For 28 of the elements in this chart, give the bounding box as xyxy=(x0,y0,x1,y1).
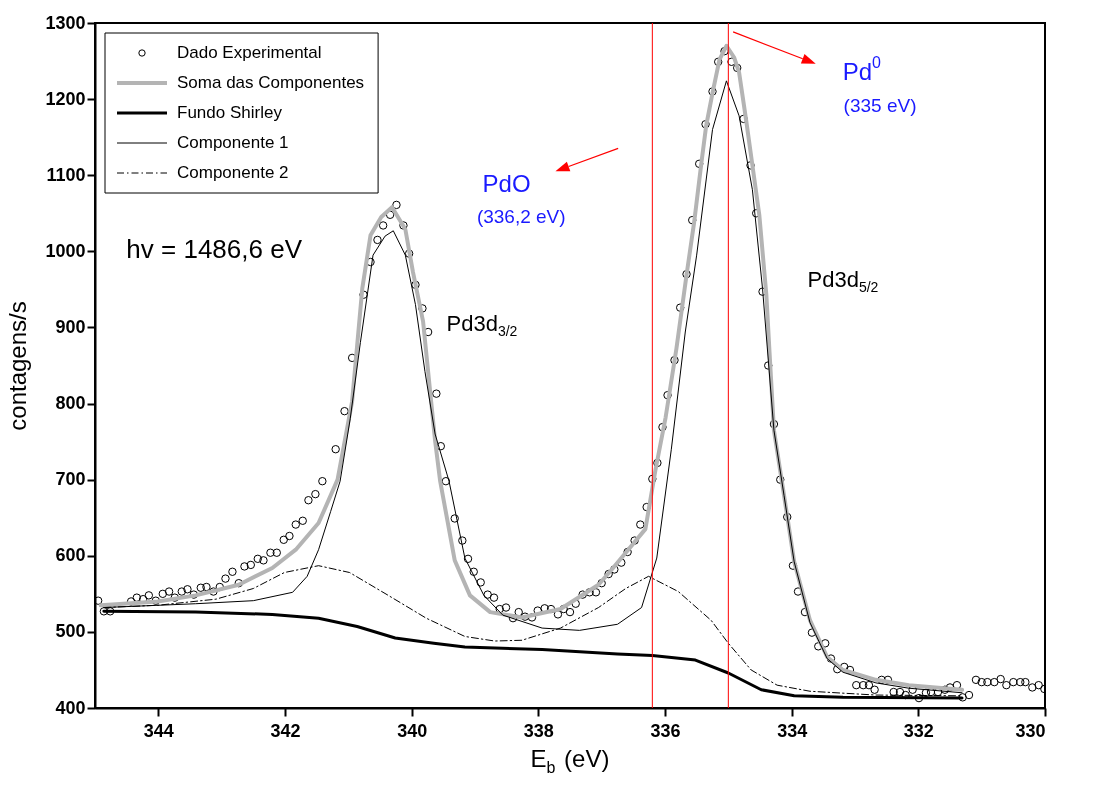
y-tick-label: 400 xyxy=(55,697,86,718)
legend-label: Fundo Shirley xyxy=(177,103,283,122)
y-tick-label: 1100 xyxy=(46,164,86,185)
y-tick-label: 600 xyxy=(55,545,86,566)
y-tick-label: 1000 xyxy=(45,240,86,261)
y-tick-label: 900 xyxy=(55,316,86,337)
x-tick-label: 334 xyxy=(777,720,808,741)
legend-label: Componente 2 xyxy=(177,163,289,182)
y-tick-label: 1200 xyxy=(45,88,86,109)
x-tick-label: 332 xyxy=(903,720,934,741)
x-tick-label: 338 xyxy=(523,720,554,741)
annotation: (336,2 eV) xyxy=(476,205,566,227)
x-tick-label: 342 xyxy=(270,720,301,741)
legend-label: Soma das Componentes xyxy=(177,73,365,92)
y-axis-title: contagens/s xyxy=(4,301,32,431)
annotation: PdO xyxy=(482,170,531,198)
legend-label: Componente 1 xyxy=(177,133,289,152)
y-tick-label: 1300 xyxy=(45,12,86,33)
annotation: hv = 1486,6 eV xyxy=(126,233,303,264)
x-tick-label: 340 xyxy=(397,720,428,741)
x-tick-label: 336 xyxy=(650,720,681,741)
y-tick-label: 500 xyxy=(55,621,86,642)
y-tick-label: 700 xyxy=(55,469,86,490)
y-tick-label: 800 xyxy=(55,393,86,414)
legend-label: Dado Experimental xyxy=(177,43,322,62)
x-tick-label: 344 xyxy=(143,720,174,741)
x-tick-label: 330 xyxy=(1015,720,1046,741)
annotation: (335 eV) xyxy=(843,94,917,116)
